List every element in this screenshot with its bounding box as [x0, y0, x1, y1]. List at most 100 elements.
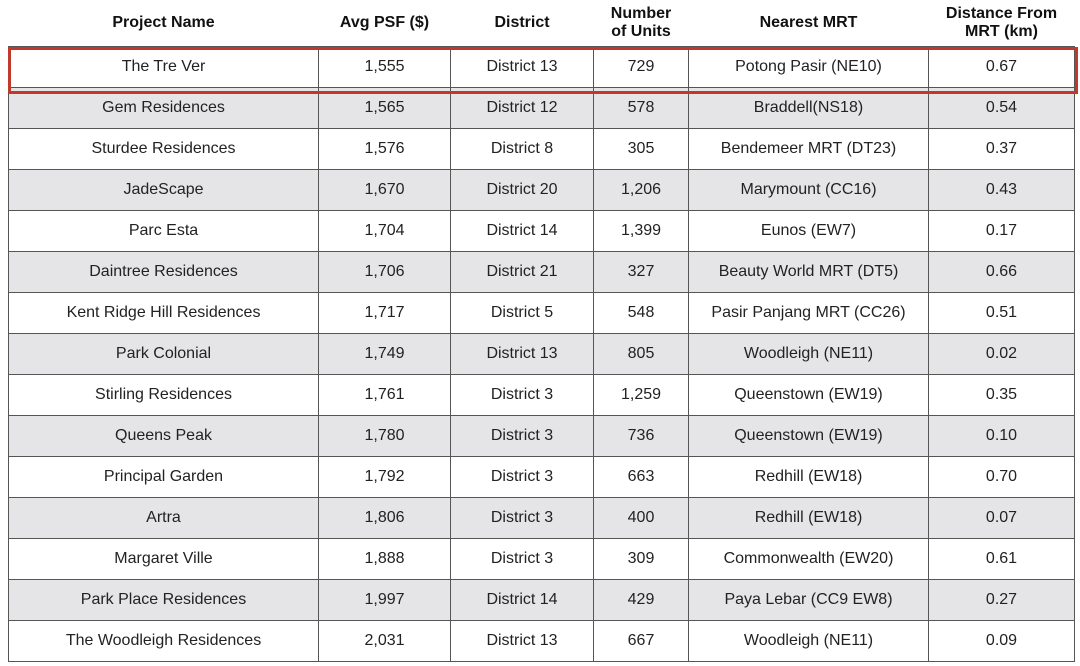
table-cell: District 14 [450, 210, 594, 252]
table-row: JadeScape 1,670 District 20 1,206 Marymount … [8, 169, 1075, 211]
column-header: Avg PSF ($) [339, 14, 430, 31]
table-cell: Potong Pasir (NE10) [688, 46, 929, 88]
table-cell: 1,792 [318, 456, 451, 498]
table-cell: Park Colonial [8, 333, 319, 375]
table-row: Parc Esta 1,704 District 14 1,399 Eunos (EW7… [8, 210, 1075, 252]
table-cell: 1,761 [318, 374, 451, 416]
table-cell: 1,749 [318, 333, 451, 375]
table-cell: Marymount (CC16) [688, 169, 929, 211]
table-cell: Gem Residences [8, 87, 319, 129]
table-cell: 0.27 [928, 579, 1075, 621]
table-cell: 1,576 [318, 128, 451, 170]
table-cell: 0.54 [928, 87, 1075, 129]
table-cell: Sturdee Residences [8, 128, 319, 170]
table-row: Stirling Residences 1,761 District 3 1,259 Q… [8, 374, 1075, 416]
table-cell: 1,206 [593, 169, 689, 211]
table-cell: 0.09 [928, 620, 1075, 662]
table-cell: Margaret Ville [8, 538, 319, 580]
table-cell: 0.10 [928, 415, 1075, 457]
table-cell: District 14 [450, 579, 594, 621]
table-cell: The Woodleigh Residences [8, 620, 319, 662]
table-cell: District 3 [450, 415, 594, 457]
table-cell: Queens Peak [8, 415, 319, 457]
table-cell: Woodleigh (NE11) [688, 620, 929, 662]
table-cell: District 3 [450, 538, 594, 580]
table-cell: 309 [593, 538, 689, 580]
column-header: Nearest MRT [759, 14, 858, 31]
table-cell: 667 [593, 620, 689, 662]
table-cell: District 3 [450, 456, 594, 498]
table-cell: 0.51 [928, 292, 1075, 334]
table-cell: 1,259 [593, 374, 689, 416]
project-table: Project Name Avg PSF ($) District Number of… [8, 0, 1075, 662]
table-cell: 400 [593, 497, 689, 539]
table-cell: 1,399 [593, 210, 689, 252]
table-cell: 805 [593, 333, 689, 375]
table-cell: District 21 [450, 251, 594, 293]
table-row: Kent Ridge Hill Residences 1,717 District … [8, 292, 1075, 334]
table-cell: 2,031 [318, 620, 451, 662]
table-row: Margaret Ville 1,888 District 3 309 Commonwe… [8, 538, 1075, 580]
table-cell: 1,997 [318, 579, 451, 621]
column-header: Distance From MRT (km) [945, 5, 1058, 40]
table-cell: Eunos (EW7) [688, 210, 929, 252]
table-cell: District 3 [450, 374, 594, 416]
column-header: Number of Units [610, 5, 672, 40]
table-cell: Kent Ridge Hill Residences [8, 292, 319, 334]
table-cell: Stirling Residences [8, 374, 319, 416]
table-cell: 0.37 [928, 128, 1075, 170]
table-cell: 327 [593, 251, 689, 293]
table-cell: Park Place Residences [8, 579, 319, 621]
table-cell: District 12 [450, 87, 594, 129]
table-cell: Principal Garden [8, 456, 319, 498]
table-cell: 0.02 [928, 333, 1075, 375]
table-cell: Bendemeer MRT (DT23) [688, 128, 929, 170]
table-body: The Tre Ver 1,555 District 13 729 Potong Pas… [8, 46, 1075, 662]
table-cell: Braddell(NS18) [688, 87, 929, 129]
table-cell: 1,806 [318, 497, 451, 539]
table-cell: 0.61 [928, 538, 1075, 580]
table-row: Daintree Residences 1,706 District 21 327 Be… [8, 251, 1075, 293]
table-cell: Queenstown (EW19) [688, 374, 929, 416]
table-cell: District 13 [450, 333, 594, 375]
table-cell: 548 [593, 292, 689, 334]
table-cell: District 3 [450, 497, 594, 539]
table-row: Artra 1,806 District 3 400 Redhill (EW18) 0.0… [8, 497, 1075, 539]
table-cell: 729 [593, 46, 689, 88]
table-row: Park Place Residences 1,997 District 14 429… [8, 579, 1075, 621]
table-cell: 736 [593, 415, 689, 457]
table-cell: Paya Lebar (CC9 EW8) [688, 579, 929, 621]
table-row: The Tre Ver 1,555 District 13 729 Potong Pas… [8, 46, 1075, 88]
table-cell: 1,780 [318, 415, 451, 457]
table-cell: 0.66 [928, 251, 1075, 293]
table-cell: 305 [593, 128, 689, 170]
table-cell: Pasir Panjang MRT (CC26) [688, 292, 929, 334]
table-cell: JadeScape [8, 169, 319, 211]
table-cell: The Tre Ver [8, 46, 319, 88]
table-cell: Parc Esta [8, 210, 319, 252]
table-cell: 1,888 [318, 538, 451, 580]
table-cell: 1,717 [318, 292, 451, 334]
table-cell: 0.67 [928, 46, 1075, 88]
table-cell: Daintree Residences [8, 251, 319, 293]
table-cell: District 8 [450, 128, 594, 170]
table-row: Gem Residences 1,565 District 12 578 Braddel… [8, 87, 1075, 129]
table-cell: District 13 [450, 46, 594, 88]
header-row: Project Name Avg PSF ($) District Number of… [9, 0, 1075, 47]
table-cell: 1,704 [318, 210, 451, 252]
table-cell: District 13 [450, 620, 594, 662]
table-cell: 578 [593, 87, 689, 129]
table-cell: Redhill (EW18) [688, 456, 929, 498]
table-row: Sturdee Residences 1,576 District 8 305 Bend… [8, 128, 1075, 170]
table-cell: Queenstown (EW19) [688, 415, 929, 457]
table-cell: 429 [593, 579, 689, 621]
column-header: Project Name [112, 14, 215, 31]
table-row: Park Colonial 1,749 District 13 805 Woodleig… [8, 333, 1075, 375]
table-cell: District 20 [450, 169, 594, 211]
table-cell: 0.07 [928, 497, 1075, 539]
table-cell: Redhill (EW18) [688, 497, 929, 539]
table-cell: 1,670 [318, 169, 451, 211]
table-cell: 663 [593, 456, 689, 498]
column-header: District [494, 14, 550, 31]
